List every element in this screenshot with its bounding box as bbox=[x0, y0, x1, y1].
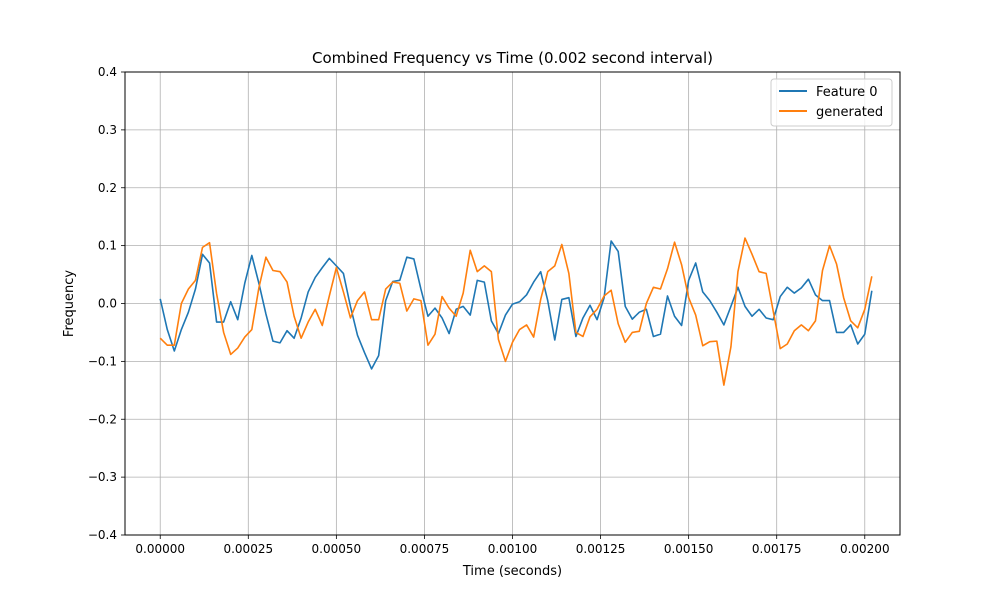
series-line-generated bbox=[159, 237, 873, 386]
y-tick-label: 0.0 bbox=[98, 297, 117, 311]
y-tick-label: 0.1 bbox=[98, 239, 117, 253]
x-tick-label: 0.00075 bbox=[400, 542, 450, 556]
x-tick-label: 0.00025 bbox=[223, 542, 273, 556]
y-tick-label: −0.3 bbox=[88, 470, 117, 484]
x-axis-label: Time (seconds) bbox=[462, 564, 562, 579]
legend-label-generated: generated bbox=[816, 105, 883, 120]
x-tick-label: 0.00175 bbox=[752, 542, 802, 556]
y-axis-label: Frequency bbox=[62, 270, 77, 337]
y-tick-label: 0.4 bbox=[98, 65, 117, 79]
x-axis-ticks: 0.00000 0.00025 0.00050 0.00075 0.00100 0.001… bbox=[135, 535, 890, 556]
y-tick-label: 0.3 bbox=[98, 123, 117, 137]
y-tick-label: −0.1 bbox=[88, 354, 117, 368]
x-tick-label: 0.00100 bbox=[488, 542, 538, 556]
legend-label-feature-0: Feature 0 bbox=[816, 85, 878, 100]
x-tick-label: 0.00200 bbox=[840, 542, 890, 556]
x-tick-label: 0.00150 bbox=[664, 542, 714, 556]
y-axis-ticks: −0.4 −0.3 −0.2 −0.1 0.0 0.1 0.2 0.3 0.4 bbox=[88, 65, 125, 542]
legend: Feature 0 generated bbox=[770, 78, 893, 127]
y-tick-label: −0.4 bbox=[88, 528, 117, 542]
series-lines bbox=[159, 237, 873, 386]
y-tick-label: −0.2 bbox=[88, 412, 117, 426]
x-tick-label: 0.00125 bbox=[576, 542, 626, 556]
y-tick-label: 0.2 bbox=[98, 181, 117, 195]
x-tick-label: 0.00000 bbox=[135, 542, 185, 556]
chart-title: Combined Frequency vs Time (0.002 second… bbox=[312, 49, 713, 67]
series-line-feature-0 bbox=[159, 240, 873, 370]
x-tick-label: 0.00050 bbox=[312, 542, 362, 556]
